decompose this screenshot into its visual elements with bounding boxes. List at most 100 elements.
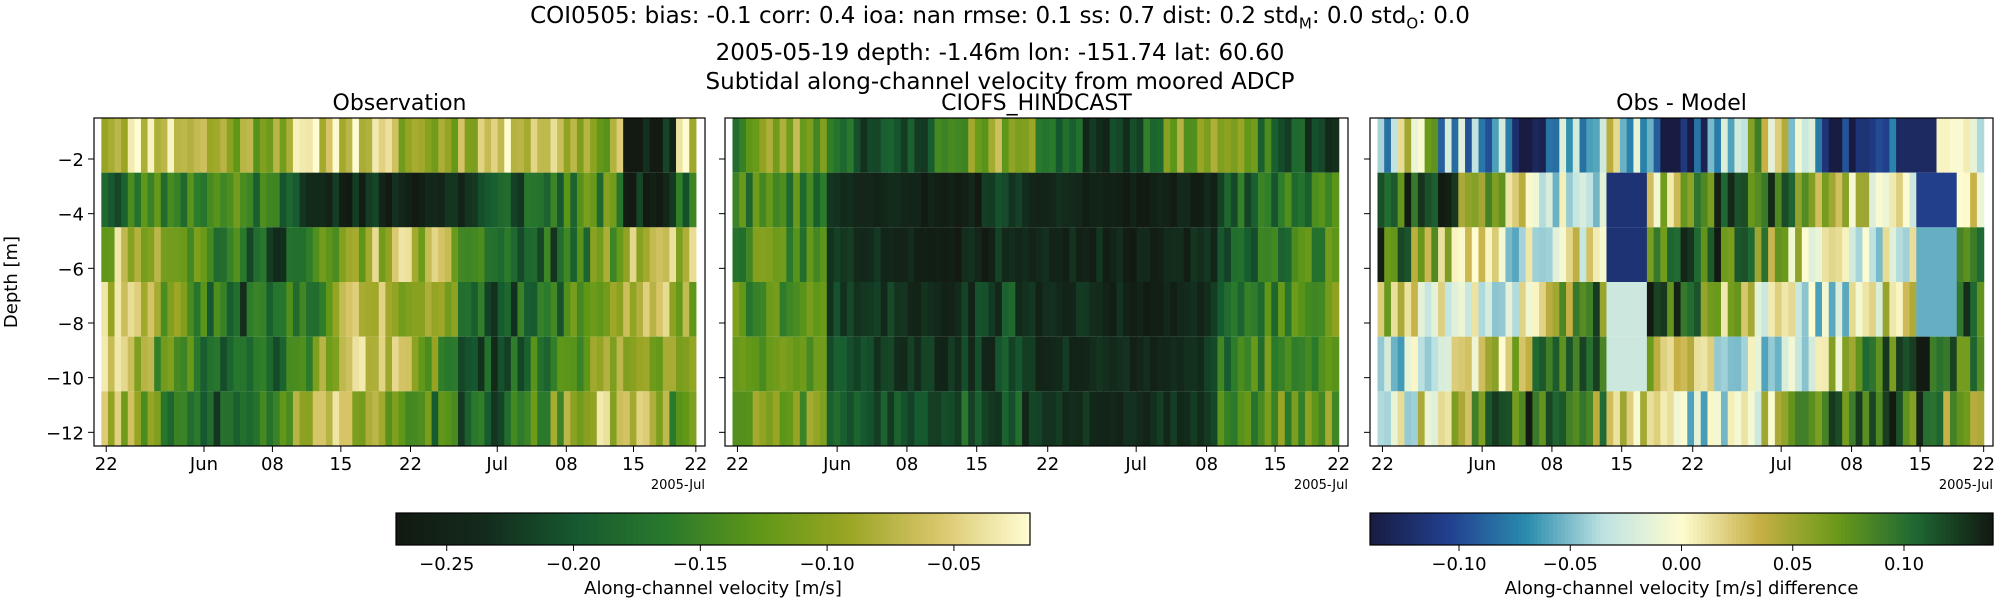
colorbar-swatch — [495, 513, 500, 545]
colorbar-swatch — [1486, 513, 1492, 545]
heatmap-cell — [504, 282, 512, 337]
heatmap-cell — [1606, 282, 1614, 337]
heatmap-cell — [1720, 227, 1729, 282]
heatmap-cell — [616, 118, 624, 173]
heatmap-cell — [1417, 118, 1426, 173]
heatmap-cell — [279, 391, 287, 446]
heatmap-cell — [121, 118, 129, 173]
heatmap-cell — [391, 391, 400, 446]
heatmap-cell — [405, 336, 413, 392]
heatmap-cell — [1498, 118, 1507, 173]
heatmap-cell — [1518, 391, 1527, 446]
heatmap-cell — [121, 227, 129, 282]
heatmap-cell — [1936, 118, 1944, 173]
heatmap-cell — [1896, 118, 1904, 173]
heatmap-cell — [1224, 282, 1232, 337]
colorbar-label: Along-channel velocity [m/s] difference — [1505, 578, 1859, 599]
colorbar-swatch — [1911, 513, 1916, 545]
colorbar-swatch — [693, 513, 698, 545]
heatmap-cell — [1673, 118, 1682, 173]
heatmap-cell — [339, 336, 347, 392]
heatmap-cell — [1015, 118, 1023, 173]
colorbar-swatch — [483, 513, 488, 545]
heatmap-cell — [147, 336, 155, 392]
std-m-subscript: M — [1298, 14, 1312, 33]
heatmap-cell — [1397, 172, 1406, 228]
heatmap-cell — [530, 391, 538, 446]
heatmap-cell — [1109, 118, 1117, 173]
colorbar-tick-label: −0.10 — [800, 554, 855, 575]
heatmap-cell — [200, 118, 208, 173]
heatmap-cell — [207, 118, 215, 173]
heatmap-cell — [1781, 227, 1789, 282]
heatmap-cell — [1022, 227, 1030, 282]
colorbar-swatch — [506, 513, 512, 545]
colorbar-swatch — [1903, 513, 1908, 545]
colorbar-swatch — [606, 513, 611, 545]
heatmap-cell — [1869, 227, 1877, 282]
heatmap-cell — [497, 282, 505, 337]
heatmap-cell — [1822, 282, 1830, 337]
heatmap-cell — [504, 227, 512, 282]
heatmap-cell — [1244, 172, 1252, 228]
heatmap-cell — [1028, 391, 1037, 446]
heatmap-cell — [887, 282, 895, 337]
heatmap-cell — [900, 391, 909, 446]
heatmap-cell — [1552, 227, 1560, 282]
x-tick-label: 15 — [965, 454, 988, 475]
heatmap-cell — [927, 172, 936, 228]
heatmap-cell — [1714, 282, 1722, 337]
heatmap-cell — [240, 172, 248, 228]
colorbar-swatch — [1965, 513, 1971, 545]
heatmap-cell — [114, 336, 122, 392]
heatmap-cell — [1465, 282, 1473, 337]
heatmap-cell — [1572, 282, 1581, 337]
heatmap-cell — [1150, 118, 1158, 173]
colorbar-swatch — [919, 513, 924, 545]
heatmap-cell — [246, 118, 254, 173]
heatmap-cell — [1626, 118, 1635, 173]
heatmap-cell — [1170, 172, 1178, 228]
heatmap-cell — [1626, 282, 1635, 337]
heatmap-cell — [1869, 391, 1877, 446]
colorbar-swatch — [1736, 513, 1741, 545]
heatmap-cell — [1183, 282, 1192, 337]
heatmap-cell — [662, 118, 671, 173]
heatmap-cell — [1646, 172, 1655, 228]
heatmap-cell — [1123, 391, 1131, 446]
heatmap-cell — [173, 282, 182, 337]
heatmap-cell — [1741, 282, 1749, 337]
heatmap-cell — [1956, 391, 1965, 446]
heatmap-cell — [1008, 172, 1016, 228]
heatmap-cell — [1943, 118, 1951, 173]
heatmap-cell — [471, 391, 479, 446]
colorbar-swatch — [542, 513, 548, 545]
heatmap-cell — [1123, 118, 1131, 173]
heatmap-cell — [1673, 336, 1682, 392]
colorbar-swatch — [724, 513, 730, 545]
heatmap-cell — [391, 227, 400, 282]
heatmap-cell — [431, 282, 439, 337]
heatmap-cell — [1680, 336, 1688, 392]
heatmap-cell — [968, 391, 976, 446]
heatmap-cell — [1835, 336, 1843, 392]
heatmap-cell — [813, 118, 821, 173]
heatmap-cell — [444, 172, 453, 228]
colorbar-swatch — [1658, 513, 1663, 545]
heatmap-cell — [1150, 282, 1158, 337]
colorbar-swatch — [740, 513, 746, 545]
heatmap-cell — [418, 391, 426, 446]
heatmap-cell — [1734, 336, 1742, 392]
heatmap-cell — [961, 391, 969, 446]
heatmap-cell — [840, 172, 848, 228]
heatmap-cell — [1552, 391, 1560, 446]
heatmap-cell — [1633, 227, 1641, 282]
colorbar-swatch — [1763, 513, 1768, 545]
heatmap-cell — [200, 336, 208, 392]
colorbar-swatch — [1455, 513, 1461, 545]
heatmap-cell — [1889, 118, 1897, 173]
colorbar-swatch — [613, 513, 619, 545]
heatmap-cell — [1808, 282, 1816, 337]
heatmap-cell — [273, 391, 281, 446]
heatmap-cell — [299, 336, 307, 392]
